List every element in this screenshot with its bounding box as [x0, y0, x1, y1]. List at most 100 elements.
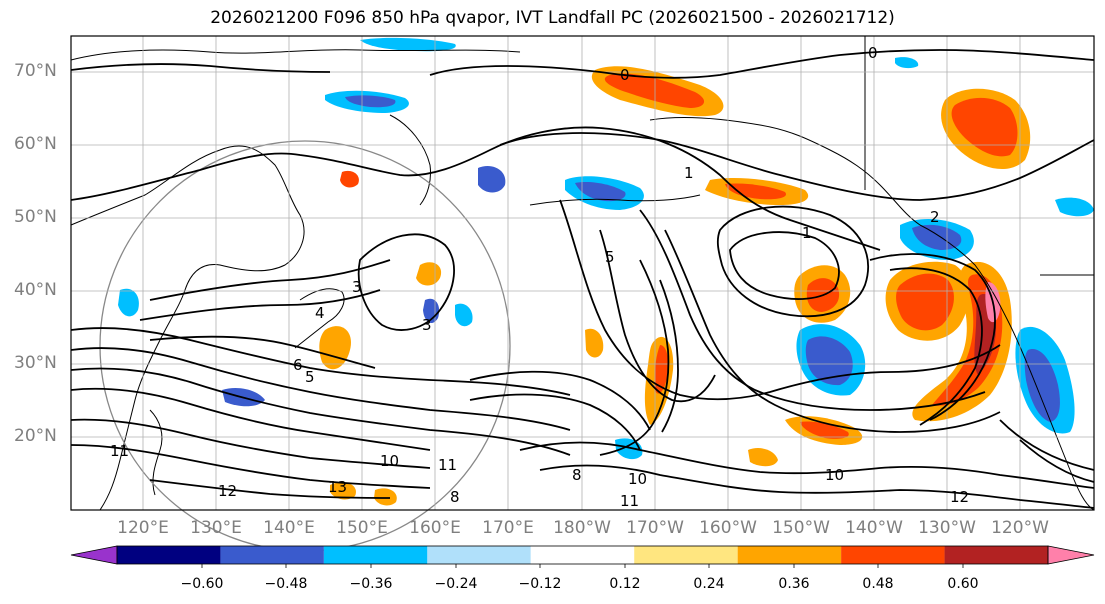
anomaly-patch-east-pacific-b-core	[896, 273, 954, 331]
contour-label: 0	[620, 66, 630, 84]
colorbar-tick-label: 0.12	[609, 576, 641, 592]
colorbar-bin	[737, 546, 842, 564]
lon-label: 160°W	[699, 518, 757, 538]
colorbar-bin	[530, 546, 635, 564]
anomaly-patch-subtrop-neg-2	[455, 303, 473, 327]
contour-label: 5	[305, 368, 315, 386]
coastline-siberia-north	[70, 49, 521, 61]
anomaly-patch-siberia-core	[345, 95, 396, 108]
contour-line-1-arc	[70, 126, 881, 251]
contour-line-6-jet-west	[70, 327, 571, 396]
colorbar-bin	[323, 546, 428, 564]
lat-label: 20°N	[14, 426, 57, 446]
anomaly-patch-east-central-core	[805, 336, 853, 386]
contour-line-pacific-trough-1	[559, 199, 1001, 401]
anomaly-patch-arctic-top	[360, 37, 456, 52]
colorbar-tick-label: 0.36	[778, 576, 810, 592]
anomaly-patch-central-jet-core	[654, 345, 669, 394]
lon-label: 160°E	[409, 518, 461, 538]
contour-label: 3	[422, 316, 432, 334]
coastlines	[70, 36, 1095, 511]
coastline-japan	[294, 288, 345, 349]
contour-line-5-japan	[149, 335, 376, 369]
contour-label: 12	[950, 488, 969, 506]
lon-label: 130°E	[190, 518, 242, 538]
contour-line-sw-stack	[469, 370, 651, 431]
colorbar-bin	[117, 546, 221, 564]
colorbar-bin	[427, 546, 531, 564]
anomaly-patch-subtrop-neg	[615, 438, 643, 460]
contour-line-0-arctic	[70, 63, 331, 73]
contour-label: 1	[802, 224, 812, 242]
contour-label: 11	[438, 456, 457, 474]
anomaly-patch-north-canada	[1055, 197, 1094, 217]
contour-label: 4	[315, 304, 325, 322]
contour-label: 0	[868, 44, 878, 62]
contour-line-east-high-2	[1019, 439, 1095, 483]
contour-label: 2	[930, 208, 940, 226]
colorbar-tick-label: −0.24	[434, 576, 478, 592]
lat-label: 70°N	[14, 61, 57, 81]
negative-anomaly-shading	[118, 37, 1094, 460]
graticule	[71, 36, 1094, 510]
contour-line-ridge-high-1	[599, 259, 670, 456]
colorbar-bin	[220, 546, 324, 564]
lon-label: 130°W	[918, 518, 976, 538]
coastline-na-west	[919, 224, 1095, 511]
anomaly-patch-canada-north-core	[951, 97, 1018, 157]
lon-label: 120°E	[117, 518, 169, 538]
anomaly-patch-subtropics-1-core	[800, 421, 849, 439]
contour-line-8-jet	[70, 367, 571, 456]
anomaly-patch-bering-core	[575, 182, 626, 202]
lon-label: 140°E	[263, 518, 315, 538]
contour-line-east-stack-2	[889, 267, 983, 426]
lat-label: 30°N	[14, 353, 57, 373]
contour-line-ridge-high-2	[659, 279, 679, 433]
lon-label: 150°W	[772, 518, 830, 538]
contour-line-1-mid	[499, 132, 1095, 201]
lon-label: 170°E	[482, 518, 534, 538]
lon-label: 120°W	[991, 518, 1049, 538]
positive-anomaly-shading	[319, 66, 1031, 506]
contour-label: 5	[605, 248, 615, 266]
colorbar	[70, 545, 1095, 568]
anomaly-patch-alaska-north-core	[604, 73, 705, 108]
coastline-kamchatka	[389, 114, 431, 206]
ivt-contours	[70, 49, 1095, 509]
contour-line-5-trough	[599, 229, 716, 403]
contour-line-3-ridge	[149, 259, 391, 301]
contour-label: 10	[628, 470, 647, 488]
map-frame	[70, 35, 1095, 511]
anomaly-patch-nw-pacific	[478, 165, 506, 193]
contour-label: 8	[572, 466, 582, 484]
colorbar-bin	[841, 546, 945, 564]
colorbar-bin	[944, 546, 1048, 564]
contour-line-east-stack-1	[869, 253, 996, 421]
anomaly-patch-subtropics-2	[585, 328, 604, 358]
anomaly-patch-subtropics-4	[374, 488, 397, 506]
contour-label: 10	[825, 466, 844, 484]
lat-label: 50°N	[14, 207, 57, 227]
contour-label-group: 0 0 1 1 2 3 3 4 5 5 6 8 8 10 10 10 11 11…	[110, 44, 969, 510]
coastline-asia	[70, 145, 305, 511]
anomaly-patch-subtropics-3	[748, 448, 778, 467]
lat-label: 40°N	[14, 280, 57, 300]
colorbar-tick-label: −0.36	[349, 576, 393, 592]
lon-label: 180°W	[553, 518, 611, 538]
contour-line-pacific-trough-3	[664, 229, 1001, 433]
contour-line-3-kuril-loop	[357, 233, 455, 331]
contour-line-4-ridge	[139, 289, 381, 321]
contour-label: 11	[110, 442, 129, 460]
lon-label: 150°E	[336, 518, 388, 538]
colorbar-tick-label: 0.48	[862, 576, 894, 592]
contour-line-subtrop-11	[539, 464, 1095, 509]
coastline-aleutians	[529, 194, 701, 206]
anomaly-patch-kamchatka	[340, 170, 359, 188]
colorbar-tick-label: −0.48	[264, 576, 308, 592]
map-title: 2026021200 F096 850 hPa qvapor, IVT Land…	[210, 8, 895, 28]
colorbar-tick-label: −0.60	[180, 576, 224, 592]
colorbar-extend-low	[70, 545, 118, 565]
contour-line-12-south	[149, 479, 391, 499]
contour-label: 6	[293, 356, 303, 374]
